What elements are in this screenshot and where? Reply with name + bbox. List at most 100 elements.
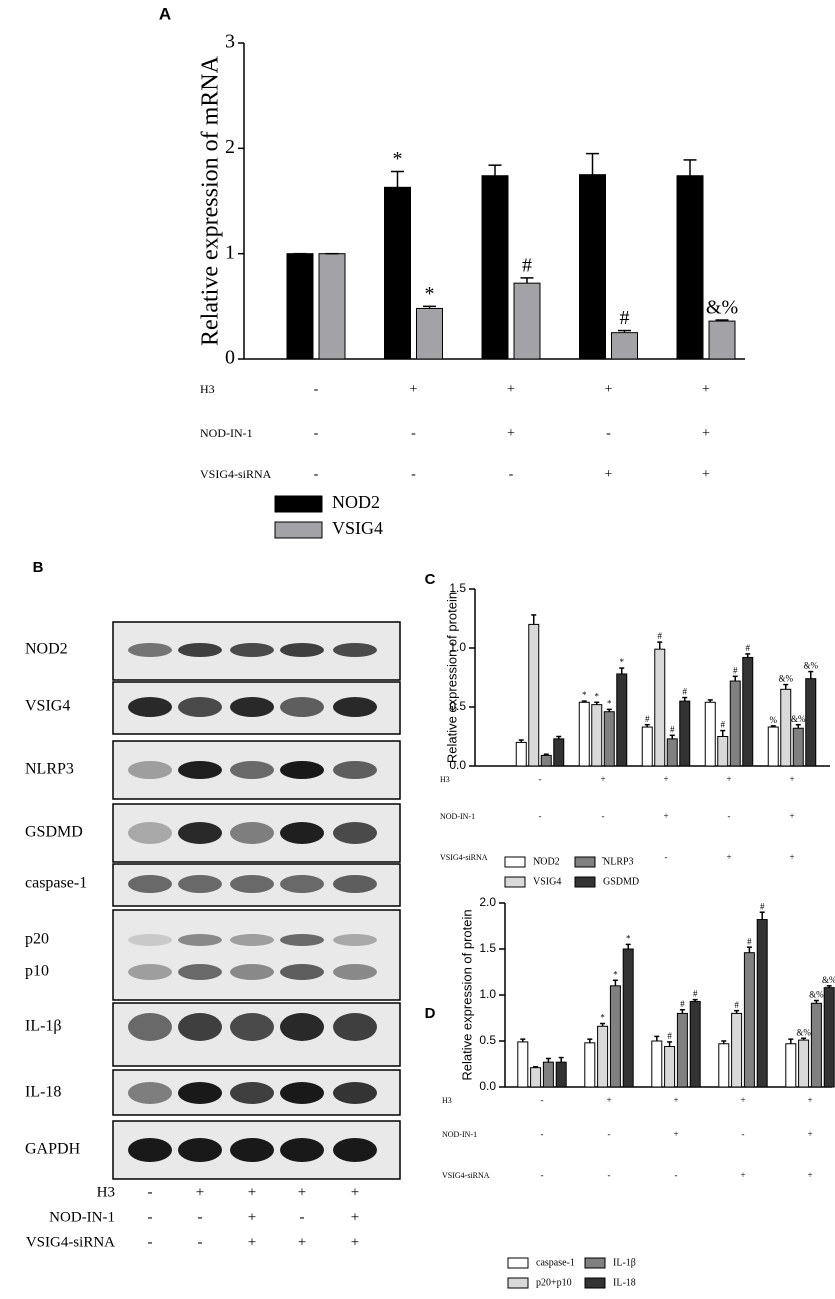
bar [805,678,817,767]
condition-sign: + [807,1129,812,1139]
blot-band [280,643,324,657]
significance-marker: # [747,936,752,946]
y-tick-label: 0.0 [479,1079,496,1093]
panel-label: B [33,559,44,576]
significance-marker: % [770,715,778,725]
condition-sign: + [702,426,710,441]
bar [717,736,729,767]
error-bar [801,1037,807,1041]
blot-band [280,761,324,779]
legend-label: VSIG4 [533,876,561,887]
condition-sign: - [198,1234,203,1250]
error-bar [586,152,599,175]
blot-row-label: NLRP3 [25,761,74,778]
error-bar [692,998,698,1002]
blot-band [128,1138,172,1162]
error-bar [520,277,534,284]
error-bar [612,979,618,986]
blot-row-label: GAPDH [25,1141,81,1158]
blot-band [280,964,324,980]
blot-band [128,1082,172,1104]
condition-sign: + [410,382,418,397]
y-tick-label: 3 [225,31,235,53]
bar [616,673,628,767]
bar [742,656,754,767]
significance-marker: &% [779,674,794,684]
bar [555,1061,567,1088]
y-tick-label: 1.5 [449,581,466,595]
bar [654,648,666,767]
bar [704,701,716,767]
y-axis-label: Relative expression of mRNA [198,55,224,346]
condition-sign: - [411,426,416,441]
bar [679,700,691,767]
bar [528,623,540,767]
error-bar [720,729,726,737]
significance-marker: &% [791,714,806,724]
condition-name: NOD-IN-1 [442,1130,477,1139]
bar [651,1040,663,1088]
error-bar [533,1066,539,1068]
error-bar [619,667,625,674]
significance-marker: # [693,989,698,999]
condition-sign: + [507,426,515,441]
blot-band [230,875,274,893]
condition-sign: - [314,467,319,482]
significance-marker: # [734,1000,739,1010]
condition-sign: - [539,811,542,821]
blot-band [128,643,172,657]
condition-sign: + [789,852,794,862]
blot-band [333,964,377,980]
legend-label: NOD2 [332,492,380,512]
significance-marker: # [721,720,726,730]
bar [584,1042,596,1088]
condition-sign: - [675,1170,678,1180]
significance-marker: * [620,657,625,667]
condition-sign: + [351,1184,359,1200]
significance-marker: * [582,690,587,700]
condition-sign: + [807,1095,812,1105]
y-tick-label: 0.5 [449,699,466,713]
condition-name: VSIG4-siRNA [442,1171,490,1180]
condition-sign: + [248,1184,256,1200]
blot-band [280,875,324,893]
bar [729,680,741,767]
blot-band [280,1013,324,1041]
blot-row-label: VSIG4 [25,698,70,715]
blot-band [128,964,172,980]
condition-sign: - [148,1209,153,1225]
legend-label: IL-1β [613,1257,636,1268]
bar [578,701,590,767]
significance-marker: # [680,999,685,1009]
blot-row-label: caspase-1 [25,875,87,892]
error-bar [707,699,713,703]
significance-marker: * [626,934,631,944]
bar [785,1043,797,1088]
blot-band [230,643,274,657]
condition-sign: - [314,426,319,441]
significance-marker: # [760,901,765,911]
error-bar [746,946,752,953]
blot-band [333,934,377,946]
bar [609,985,621,1088]
blot-band [230,1013,274,1041]
blot-row-label: p20 [25,931,49,948]
condition-sign: - [148,1234,153,1250]
condition-name: VSIG4-siRNA [26,1234,115,1250]
significance-marker: # [620,307,630,329]
error-bar [679,1008,685,1014]
significance-marker: * [600,1013,605,1023]
bar [641,726,653,767]
significance-marker: * [607,698,612,708]
y-axis-label: Relative expression of protein [459,909,474,1080]
error-bar [669,734,675,739]
error-bar [556,735,562,739]
condition-sign: - [665,852,668,862]
condition-sign: + [702,382,710,397]
significance-marker: # [746,643,751,653]
blot-band [333,875,377,893]
condition-sign: + [248,1234,256,1250]
error-bar [558,1056,564,1063]
condition-sign: - [541,1129,544,1139]
significance-marker: &% [809,990,824,1000]
